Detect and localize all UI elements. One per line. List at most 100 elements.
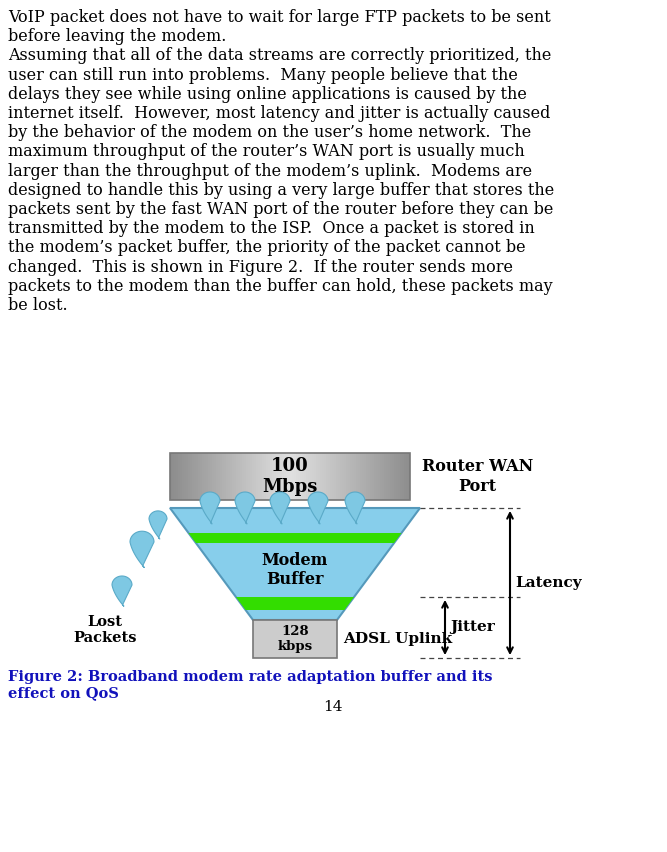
Text: larger than the throughput of the modem’s uplink.  Modems are: larger than the throughput of the modem’… xyxy=(8,163,532,180)
Bar xyxy=(252,453,254,500)
Text: maximum throughput of the router’s WAN port is usually much: maximum throughput of the router’s WAN p… xyxy=(8,143,525,160)
Bar xyxy=(346,453,348,500)
Bar xyxy=(286,453,288,500)
Polygon shape xyxy=(149,511,167,539)
Bar xyxy=(330,453,332,500)
Bar xyxy=(380,453,382,500)
Bar xyxy=(214,453,216,500)
Bar xyxy=(242,453,244,500)
Bar xyxy=(276,453,278,500)
Text: transmitted by the modem to the ISP.  Once a packet is stored in: transmitted by the modem to the ISP. Onc… xyxy=(8,220,535,237)
Text: packets to the modem than the buffer can hold, these packets may: packets to the modem than the buffer can… xyxy=(8,278,553,295)
Bar xyxy=(204,453,206,500)
Polygon shape xyxy=(130,531,154,567)
Bar xyxy=(366,453,368,500)
Bar xyxy=(394,453,396,500)
Bar xyxy=(374,453,376,500)
Bar xyxy=(294,453,296,500)
Polygon shape xyxy=(235,492,255,524)
Bar xyxy=(170,453,410,500)
Text: VoIP packet does not have to wait for large FTP packets to be sent: VoIP packet does not have to wait for la… xyxy=(8,9,551,26)
Bar xyxy=(184,453,186,500)
Text: Latency: Latency xyxy=(515,576,582,590)
Bar xyxy=(172,453,174,500)
Bar xyxy=(188,453,190,500)
Bar xyxy=(368,453,370,500)
Bar xyxy=(386,453,388,500)
Bar xyxy=(238,453,240,500)
Bar xyxy=(338,453,340,500)
Bar xyxy=(254,453,256,500)
Text: user can still run into problems.  Many people believe that the: user can still run into problems. Many p… xyxy=(8,66,518,83)
Bar xyxy=(302,453,304,500)
Bar xyxy=(174,453,176,500)
Bar xyxy=(290,453,292,500)
Bar xyxy=(308,453,310,500)
Bar xyxy=(296,453,298,500)
Bar xyxy=(282,453,284,500)
Bar xyxy=(312,453,314,500)
Bar xyxy=(270,453,272,500)
Bar xyxy=(246,453,248,500)
Bar xyxy=(222,453,224,500)
Bar xyxy=(350,453,352,500)
Bar xyxy=(356,453,358,500)
Bar xyxy=(390,453,392,500)
Bar xyxy=(342,453,344,500)
Polygon shape xyxy=(345,492,365,524)
Text: effect on QoS: effect on QoS xyxy=(8,686,119,700)
Bar xyxy=(180,453,182,500)
Bar xyxy=(202,453,204,500)
Bar xyxy=(344,453,346,500)
Bar xyxy=(300,453,302,500)
Text: Jitter: Jitter xyxy=(450,620,495,635)
Bar xyxy=(220,453,222,500)
Bar xyxy=(376,453,378,500)
Bar xyxy=(248,453,250,500)
Polygon shape xyxy=(200,492,220,524)
Bar xyxy=(280,453,282,500)
Bar xyxy=(360,453,362,500)
Bar xyxy=(266,453,268,500)
Bar xyxy=(232,453,234,500)
Bar xyxy=(382,453,384,500)
Text: internet itself.  However, most latency and jitter is actually caused: internet itself. However, most latency a… xyxy=(8,105,550,122)
Bar xyxy=(306,453,308,500)
Bar xyxy=(170,453,172,500)
Bar xyxy=(228,453,230,500)
Bar xyxy=(396,453,398,500)
Polygon shape xyxy=(112,576,132,607)
Bar xyxy=(288,453,290,500)
Bar xyxy=(284,453,286,500)
Bar xyxy=(324,453,326,500)
Text: be lost.: be lost. xyxy=(8,297,67,314)
Bar xyxy=(264,453,266,500)
Bar xyxy=(364,453,366,500)
Bar xyxy=(190,453,192,500)
Bar xyxy=(178,453,180,500)
Bar xyxy=(216,453,218,500)
Text: by the behavior of the modem on the user’s home network.  The: by the behavior of the modem on the user… xyxy=(8,124,531,141)
Bar xyxy=(340,453,342,500)
Bar xyxy=(378,453,380,500)
Text: the modem’s packet buffer, the priority of the packet cannot be: the modem’s packet buffer, the priority … xyxy=(8,239,526,256)
Text: changed.  This is shown in Figure 2.  If the router sends more: changed. This is shown in Figure 2. If t… xyxy=(8,259,513,275)
Bar xyxy=(354,453,356,500)
Bar xyxy=(318,453,320,500)
Bar xyxy=(182,453,184,500)
Polygon shape xyxy=(270,492,290,524)
Bar xyxy=(260,453,262,500)
Bar xyxy=(226,453,228,500)
Bar xyxy=(372,453,374,500)
Bar xyxy=(298,453,300,500)
Bar xyxy=(224,453,226,500)
Text: 100
Mbps: 100 Mbps xyxy=(262,458,317,496)
Polygon shape xyxy=(308,492,328,524)
Bar xyxy=(304,453,306,500)
Text: Lost
Packets: Lost Packets xyxy=(73,615,137,645)
Bar xyxy=(176,453,178,500)
Bar xyxy=(392,453,394,500)
Bar xyxy=(244,453,246,500)
Text: ADSL Uplink: ADSL Uplink xyxy=(343,632,452,646)
Bar xyxy=(230,453,232,500)
